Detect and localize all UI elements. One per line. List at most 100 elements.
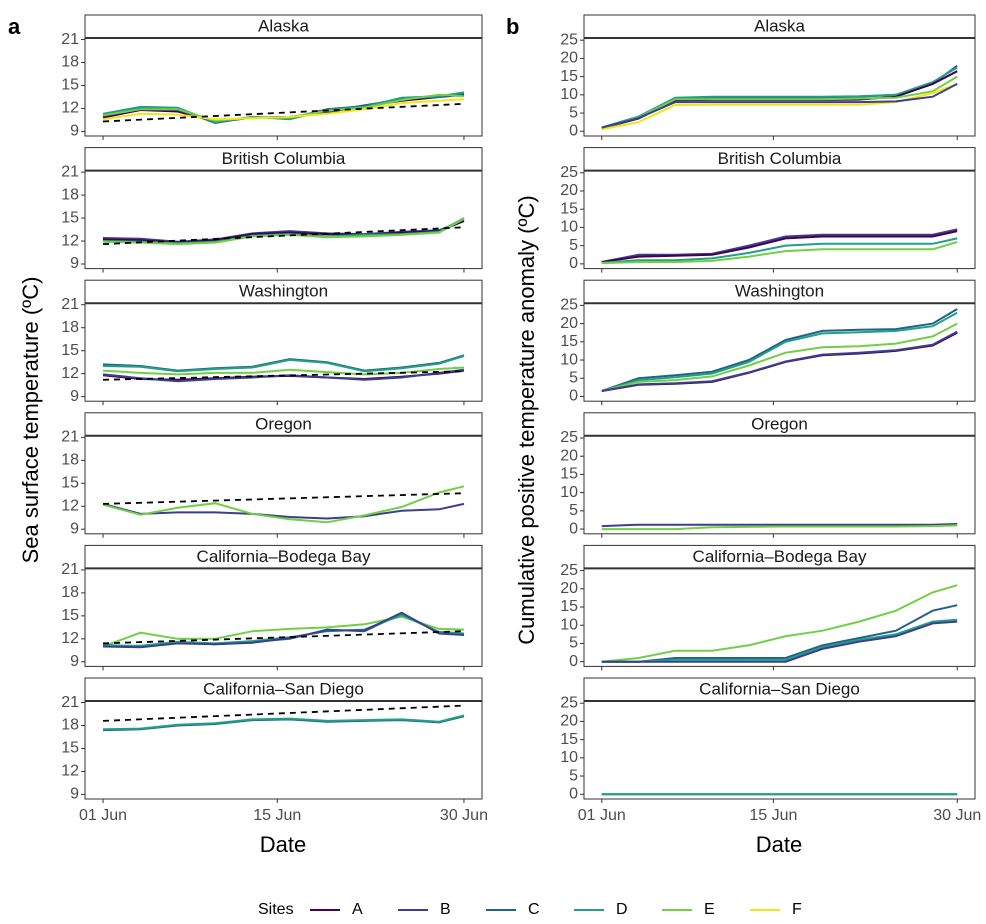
y-tick-label: 9 <box>70 786 79 803</box>
series-line <box>102 98 465 121</box>
y-tick-label: 25 <box>560 31 578 48</box>
series-line <box>601 311 958 392</box>
y-tick-label: 5 <box>569 635 578 652</box>
y-tick-label: 10 <box>560 749 578 766</box>
series-line <box>102 355 465 373</box>
y-tick-label: 12 <box>61 763 79 780</box>
panel-label: a <box>8 14 21 39</box>
y-tick-label: 12 <box>61 365 79 382</box>
strip-title: British Columbia <box>222 149 346 168</box>
y-tick-label: 20 <box>560 315 578 332</box>
x-tick-label: 01 Jun <box>578 807 626 824</box>
plot-frame <box>583 170 976 270</box>
y-tick-label: 5 <box>569 767 578 784</box>
y-tick-label: 15 <box>61 342 79 359</box>
y-tick-label: 0 <box>569 785 578 802</box>
series-line <box>102 714 465 731</box>
series-line <box>601 330 958 392</box>
y-tick-label: 10 <box>560 616 578 633</box>
strip-title: Oregon <box>255 414 312 433</box>
plot-frame <box>84 170 483 270</box>
trend-line <box>102 704 465 722</box>
series-line <box>102 368 465 383</box>
series-line <box>601 620 958 663</box>
y-tick-label: 21 <box>61 694 79 711</box>
x-tick-label: 30 Jun <box>440 807 488 824</box>
y-tick-label: 9 <box>70 520 79 537</box>
legend-label: D <box>616 901 628 918</box>
trend-line <box>102 492 465 505</box>
y-tick-label: 20 <box>560 713 578 730</box>
series-line <box>601 322 958 392</box>
y-tick-label: 10 <box>560 86 578 103</box>
series-line <box>102 219 465 243</box>
series-line <box>102 615 465 648</box>
series-line <box>102 217 465 246</box>
x-tick-label: 15 Jun <box>253 807 301 824</box>
y-tick-label: 15 <box>560 200 578 217</box>
y-tick-label: 9 <box>70 123 79 140</box>
series-line <box>102 91 465 124</box>
series-line <box>601 523 958 528</box>
y-tick-label: 5 <box>569 502 578 519</box>
plot-frame <box>583 302 976 402</box>
y-tick-label: 15 <box>61 607 79 624</box>
legend-label: F <box>792 901 802 918</box>
plot-frame <box>84 700 483 800</box>
series-line <box>102 485 465 524</box>
trend-line <box>102 226 465 245</box>
y-tick-label: 10 <box>560 351 578 368</box>
y-tick-label: 0 <box>569 653 578 670</box>
series-line <box>601 308 958 392</box>
legend-label: B <box>440 901 451 918</box>
strip-title: Oregon <box>751 414 808 433</box>
plot-frame <box>583 37 976 137</box>
y-tick-label: 12 <box>61 100 79 117</box>
y-tick-label: 0 <box>569 255 578 272</box>
strip-title: Washington <box>239 282 328 301</box>
trend-line <box>102 370 465 381</box>
y-tick-label: 25 <box>560 429 578 446</box>
y-tick-label: 21 <box>61 429 79 446</box>
series-line <box>601 604 958 663</box>
trend-line <box>102 630 465 645</box>
series-line <box>601 66 958 129</box>
strip-title: Alaska <box>258 16 310 35</box>
legend-label: A <box>352 901 363 918</box>
series-line <box>601 228 958 263</box>
x-axis-title: Date <box>260 832 306 857</box>
y-tick-label: 15 <box>560 731 578 748</box>
y-tick-label: 0 <box>569 520 578 537</box>
legend-label: C <box>528 901 540 918</box>
y-tick-label: 15 <box>560 598 578 615</box>
x-tick-label: 15 Jun <box>749 807 797 824</box>
strip-title: Alaska <box>754 16 806 35</box>
series-line <box>601 83 958 129</box>
y-tick-label: 18 <box>61 717 79 734</box>
series-line <box>103 614 465 647</box>
series-line <box>102 502 465 520</box>
series-line <box>601 524 958 531</box>
y-tick-label: 25 <box>560 694 578 711</box>
y-tick-label: 12 <box>61 232 79 249</box>
y-tick-label: 15 <box>560 333 578 350</box>
y-tick-label: 18 <box>61 186 79 203</box>
y-tick-label: 9 <box>70 255 79 272</box>
y-tick-label: 20 <box>560 182 578 199</box>
y-tick-label: 25 <box>560 297 578 314</box>
x-tick-label: 01 Jun <box>79 807 127 824</box>
y-tick-label: 15 <box>61 474 79 491</box>
plot-frame <box>84 435 483 535</box>
plot-frame <box>583 567 976 667</box>
series-line <box>601 584 958 663</box>
y-tick-label: 5 <box>569 104 578 121</box>
series-line <box>601 75 958 130</box>
y-tick-label: 18 <box>61 452 79 469</box>
y-tick-label: 18 <box>61 584 79 601</box>
y-tick-label: 21 <box>61 561 79 578</box>
plot-frame <box>84 37 483 137</box>
series-line <box>601 237 958 264</box>
y-tick-label: 10 <box>560 484 578 501</box>
y-tick-label: 25 <box>560 164 578 181</box>
y-tick-label: 25 <box>560 562 578 579</box>
